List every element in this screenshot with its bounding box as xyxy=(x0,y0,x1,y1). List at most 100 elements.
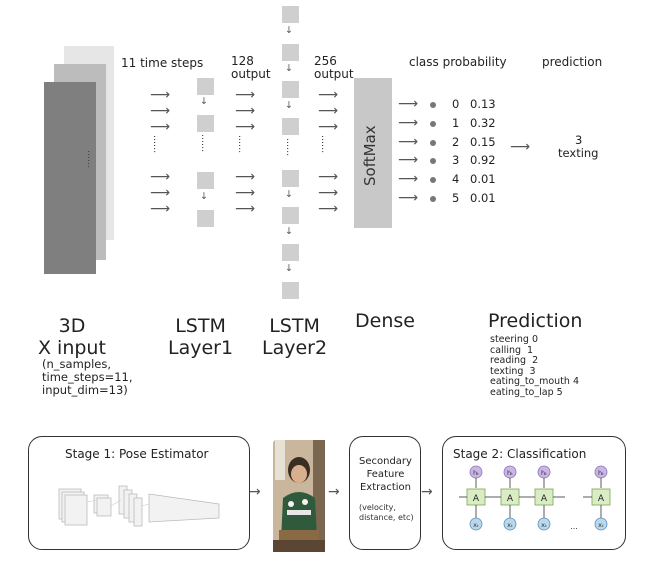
arrow-right-icon: ⟶ xyxy=(398,171,419,187)
lstm1-cell xyxy=(197,115,214,132)
arrow-right-icon: ⟶ xyxy=(235,119,256,135)
secondary-feature-box: Secondary Feature Extraction (velocity, … xyxy=(349,436,421,550)
arrow-right-icon: ⟶ xyxy=(150,185,171,201)
layer-name-input: 3D X input xyxy=(38,315,106,359)
class-index: 1 xyxy=(452,116,460,130)
arrow-right-icon: ⟶ xyxy=(235,185,256,201)
layer-name-prediction: Prediction xyxy=(488,310,583,332)
lstm2-cell xyxy=(282,207,299,224)
header-class-probability: class probability xyxy=(409,55,507,69)
header-prediction: prediction xyxy=(542,55,603,69)
arrow-right-icon: ⟶ xyxy=(235,103,256,119)
lstm1-cell xyxy=(197,172,214,189)
lstm2-cell xyxy=(282,81,299,98)
lstm1-ellipsis: ...... xyxy=(199,134,210,153)
arrow-right-icon: ⟶ xyxy=(235,87,256,103)
arrow-right-icon: ⟶ xyxy=(318,169,339,185)
lstm1-cell xyxy=(197,78,214,95)
rnn-cell-label: A xyxy=(598,494,605,504)
hidden-state-label: hₜ xyxy=(507,469,513,477)
class-probability: 0.01 xyxy=(470,191,496,205)
header-256-output: 256 output xyxy=(314,54,354,81)
arrows-ellipsis: ...... xyxy=(151,135,162,154)
arrow-right-icon: ⟶ xyxy=(510,139,531,155)
lstm2-cell xyxy=(282,170,299,187)
class-dot-icon xyxy=(430,121,436,127)
arrow-down-icon: ↓ xyxy=(200,96,208,107)
hidden-state-label: hₜ xyxy=(473,469,479,477)
header-time-steps: 11 time steps xyxy=(121,56,204,70)
input-node xyxy=(594,517,608,531)
class-dot-icon xyxy=(430,177,436,183)
arrows-ellipsis: ...... xyxy=(319,135,330,154)
stage1-box: Stage 1: Pose Estimator xyxy=(28,436,250,550)
label-map-item: texting 3 xyxy=(490,365,536,377)
label-map-item: reading 2 xyxy=(490,355,539,366)
arrow-down-icon: ↓ xyxy=(285,25,293,36)
arrow-down-icon: ↓ xyxy=(285,263,293,274)
hidden-state-label: hₜ xyxy=(541,469,547,477)
lstm2-cell xyxy=(282,6,299,23)
class-dot-icon xyxy=(430,102,436,108)
lstm1-cell xyxy=(197,210,214,227)
predicted-class-label: texting xyxy=(558,146,599,160)
input-node xyxy=(469,517,483,531)
stage2-title: Stage 2: Classification xyxy=(453,447,587,461)
arrow-right-icon: ⟶ xyxy=(235,201,256,217)
arrow-right-icon: ⟶ xyxy=(318,87,339,103)
lstm2-cell xyxy=(282,244,299,261)
arrow-down-icon: ↓ xyxy=(285,100,293,111)
rnn-cell-label: A xyxy=(473,494,480,504)
layer-name-lstm2: LSTM Layer2 xyxy=(262,315,328,359)
arrow-right-icon: ⟶ xyxy=(235,169,256,185)
header-128-output: 128 output xyxy=(231,54,271,81)
driver-photo xyxy=(273,440,325,552)
input-node xyxy=(537,517,551,531)
label-map-item: calling 1 xyxy=(490,344,534,356)
arrow-right-icon: → xyxy=(328,484,340,500)
softmax-block: SoftMax xyxy=(354,78,392,228)
arrow-right-icon: ⟶ xyxy=(150,87,171,103)
arrow-right-icon: ⟶ xyxy=(318,185,339,201)
arrow-down-icon: ↓ xyxy=(285,189,293,200)
rnn-cell-label: A xyxy=(507,494,514,504)
rnn-chain-diagram: hₜ Axₜ hₜ Axₜ hₜ Axₜ hₜ Axₜ... xyxy=(459,465,611,531)
lstm2-cell xyxy=(282,118,299,135)
input-label: xₜ xyxy=(507,521,513,529)
label-map-item: steering 0 xyxy=(490,334,539,345)
class-index: 2 xyxy=(452,135,460,149)
label-map-item: eating_to_lap 5 xyxy=(490,386,563,398)
label-map-item: eating_to_mouth 4 xyxy=(490,376,580,387)
hidden-state-label: hₜ xyxy=(598,469,604,477)
arrow-right-icon: ⟶ xyxy=(150,103,171,119)
input-slab-front xyxy=(44,82,96,274)
layer-name-lstm1: LSTM Layer1 xyxy=(168,315,234,359)
class-index: 0 xyxy=(452,97,460,111)
arrow-down-icon: ↓ xyxy=(285,63,293,74)
class-index: 4 xyxy=(452,172,460,186)
arrow-right-icon: ⟶ xyxy=(318,201,339,217)
class-probability: 0.13 xyxy=(470,97,496,111)
arrow-right-icon: → xyxy=(249,484,261,500)
class-dot-icon xyxy=(430,158,436,164)
lstm2-cell xyxy=(282,282,299,299)
arrow-down-icon: ↓ xyxy=(200,191,208,202)
arrow-right-icon: ⟶ xyxy=(318,103,339,119)
arrow-down-icon: ↓ xyxy=(285,226,293,237)
arrow-right-icon: ⟶ xyxy=(398,96,419,112)
arrow-right-icon: ⟶ xyxy=(150,169,171,185)
input-node xyxy=(503,517,517,531)
class-dot-icon xyxy=(430,140,436,146)
class-index: 3 xyxy=(452,153,460,167)
arrow-right-icon: ⟶ xyxy=(398,115,419,131)
chain-ellipsis: ... xyxy=(570,522,578,531)
input-label: xₜ xyxy=(598,521,604,529)
input-label: xₜ xyxy=(541,521,547,529)
stage1-title: Stage 1: Pose Estimator xyxy=(65,447,209,461)
class-dot-icon xyxy=(430,196,436,202)
class-probability: 0.15 xyxy=(470,135,496,149)
arrow-right-icon: ⟶ xyxy=(398,190,419,206)
arrow-right-icon: ⟶ xyxy=(150,119,171,135)
arrows-ellipsis: ...... xyxy=(236,135,247,154)
input-shape: (n_samples, time_steps=11, input_dim=13) xyxy=(42,357,133,397)
